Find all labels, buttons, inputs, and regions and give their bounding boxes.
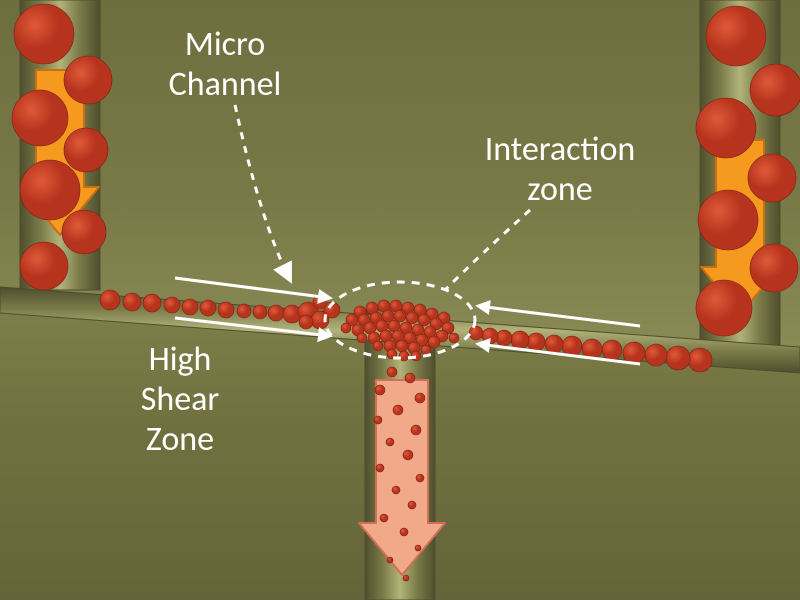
label-high_shear_zone: HighShearZone [141, 339, 220, 460]
label-interaction_zone-line0: Interaction [485, 129, 636, 170]
label-micro_channel-line1: Channel [169, 64, 282, 105]
label-micro_channel: MicroChannel [169, 24, 282, 105]
label-interaction_zone-line1: zone [527, 169, 592, 210]
label-high_shear_zone-line2: Zone [146, 419, 214, 460]
label-high_shear_zone-line1: Shear [141, 379, 220, 420]
label-micro_channel-line0: Micro [185, 24, 265, 65]
background-top-block [0, 0, 800, 347]
label-high_shear_zone-line0: High [149, 339, 212, 380]
